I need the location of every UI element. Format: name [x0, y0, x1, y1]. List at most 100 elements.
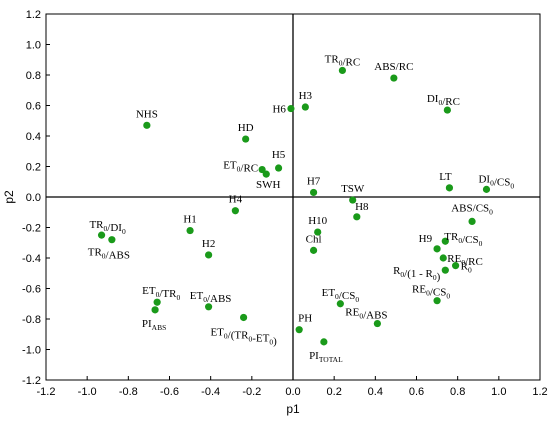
point-label: ET0/ABS: [190, 290, 232, 305]
point-label: TSW: [341, 183, 365, 195]
scatter-point: [468, 217, 476, 225]
point-label: DI0/CS0: [478, 173, 514, 190]
point-label: TR0/ABS: [88, 247, 130, 262]
scatter-point: [242, 135, 250, 143]
data-points: [97, 66, 491, 346]
y-tick-label: -0.6: [22, 284, 41, 296]
scatter-point: [309, 188, 318, 197]
scatter-point: [452, 262, 460, 270]
scatter-point: [443, 106, 451, 114]
point-label: H4: [229, 194, 243, 206]
scatter-point: [309, 246, 318, 254]
x-tick-label: 0.4: [368, 386, 383, 398]
point-label: H5: [272, 149, 286, 161]
y-tick-label: -1.0: [22, 345, 41, 357]
point-label: PH: [298, 313, 312, 325]
x-tick-label: 0.2: [327, 386, 342, 398]
x-tick-label: 0.8: [450, 386, 465, 398]
point-label: RE0/RC: [447, 253, 483, 268]
scatter-point: [441, 266, 449, 274]
point-label: H2: [202, 238, 215, 250]
x-tick-label: -0.4: [201, 386, 220, 398]
point-label: ABS/CS0: [451, 202, 493, 216]
scatter-point: [205, 303, 213, 311]
scatter-point: [151, 306, 159, 314]
point-label: LT: [439, 171, 452, 183]
x-tick-label: 1.2: [532, 386, 547, 398]
y-tick-label: 1.2: [26, 9, 41, 21]
point-label: H6: [272, 104, 286, 116]
point-label: RE0/CS0: [412, 284, 450, 301]
y-tick-label: -1.2: [22, 375, 41, 387]
point-label: ET0/TR0: [142, 285, 180, 302]
x-axis-ticks: -1.2 -1.0 -0.8 -0.6 -0.4 -0.2 0.0 0.2 0.4 0.6 0.8 1…: [37, 376, 548, 398]
y-tick-label: 0.6: [26, 101, 41, 113]
point-label: ET0/CS0: [322, 287, 360, 304]
scatter-point: [338, 66, 346, 75]
scatter-point: [231, 207, 239, 215]
point-label: RE0/ABS: [345, 307, 387, 322]
scatter-point: [482, 185, 491, 193]
scatter-point: [320, 338, 328, 346]
point-label: H3: [299, 90, 313, 102]
scatter-point: [295, 326, 303, 334]
scatter-point: [287, 104, 295, 113]
y-axis-ticks: 1.2 1.0 0.8 0.6 0.4 0.2 0.0 -0.2 -0.4 -0.6 -0.8 -1.…: [22, 9, 50, 387]
scatter-point: [349, 196, 357, 204]
y-tick-label: 0.0: [26, 192, 41, 204]
x-axis-title: p1: [286, 402, 300, 416]
point-label: TR0/RC: [325, 53, 361, 68]
y-tick-label: 1.0: [26, 40, 41, 52]
scatter-point: [143, 121, 151, 129]
y-tick-label: 0.2: [26, 162, 41, 174]
x-tick-label: 0.6: [409, 386, 424, 398]
point-label: PITOTAL: [309, 350, 343, 364]
x-tick-label: 1.0: [491, 386, 506, 398]
y-axis-title: p2: [2, 190, 16, 204]
point-label: H7: [307, 175, 321, 187]
point-label: H9: [419, 233, 433, 245]
scatter-point: [373, 319, 381, 328]
point-label: R0: [461, 261, 472, 275]
point-label: ABS/RC: [374, 61, 413, 73]
y-tick-label: -0.2: [22, 223, 41, 235]
point-label: TR0/DI0: [89, 219, 125, 236]
scatter-point: [439, 254, 447, 262]
scatter-point: [314, 228, 322, 236]
scatter-point: [433, 297, 441, 305]
x-tick-label: -0.8: [119, 386, 138, 398]
scatter-point: [186, 226, 194, 235]
point-label: TR0/CS0: [444, 231, 482, 248]
point-label: DI0/RC: [427, 93, 460, 108]
point-label: Chl: [306, 233, 322, 245]
scatter-point: [274, 164, 283, 172]
scatter-point: [301, 103, 309, 111]
point-label: ET0/(TR0-ET0): [210, 326, 277, 347]
y-tick-label: -0.4: [22, 253, 41, 265]
scatter-point: [336, 300, 344, 308]
x-tick-label: -0.2: [242, 386, 261, 398]
x-tick-label: -0.6: [160, 386, 179, 398]
point-label: H8: [355, 201, 369, 213]
scatter-point: [262, 170, 270, 178]
point-labels: TR0/RC ABS/RC DI0/RC H3 H6 NHS HD ET0/RC H5 SWH H7…: [88, 53, 515, 363]
scatter-point: [441, 237, 449, 245]
point-label: H1: [183, 214, 196, 226]
point-label: ET0/RC: [223, 160, 258, 175]
scatter-point: [390, 74, 398, 82]
point-label: SWH: [256, 179, 281, 191]
scatter-point: [240, 313, 248, 322]
point-label: NHS: [136, 108, 158, 120]
x-tick-label: 0.0: [285, 386, 300, 398]
point-label: HD: [238, 122, 254, 134]
y-tick-label: 0.8: [26, 70, 41, 82]
scatter-point: [353, 213, 361, 221]
scatter-point: [108, 236, 116, 244]
scatter-point: [205, 251, 213, 259]
scatter-point: [153, 298, 161, 306]
x-tick-label: -1.2: [37, 386, 56, 398]
point-label: R0/(1 - R0): [393, 265, 441, 283]
x-tick-label: -1.0: [78, 386, 97, 398]
scatter-point: [258, 165, 266, 174]
